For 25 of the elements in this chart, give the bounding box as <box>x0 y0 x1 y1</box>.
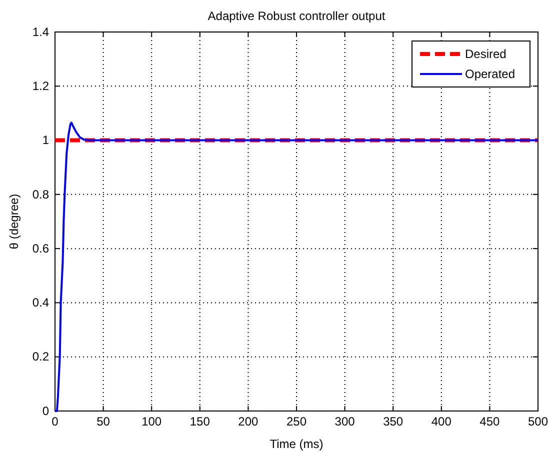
legend-label: Desired <box>465 47 506 61</box>
x-tick-label: 100 <box>142 414 162 429</box>
y-tick-label: 0.2 <box>32 350 50 364</box>
y-tick-label: 0.4 <box>32 296 50 310</box>
x-tick-label: 300 <box>334 414 356 429</box>
y-tick-label: 1.4 <box>32 24 50 39</box>
y-tick-label: 1.2 <box>32 78 50 93</box>
x-tick-label: 350 <box>383 414 404 429</box>
x-tick-label: 50 <box>96 414 110 429</box>
x-tick-label: 150 <box>190 414 210 429</box>
y-tick-label: 0.8 <box>32 187 50 202</box>
y-axis-title: θ (degree) <box>7 194 21 250</box>
y-tick-label: 0 <box>42 404 50 418</box>
y-tick-label: 0.6 <box>32 241 50 256</box>
x-tick-label: 250 <box>286 414 307 429</box>
x-tick-label: 400 <box>431 414 452 429</box>
x-tick-label: 450 <box>480 414 500 429</box>
chart-title: Adaptive Robust controller output <box>208 9 386 23</box>
x-tick-label: 200 <box>238 414 259 429</box>
x-tick-label: 0 <box>52 414 59 429</box>
x-tick-label: 500 <box>528 414 548 429</box>
y-tick-label: 1 <box>42 133 50 148</box>
legend-label: Operated <box>465 67 516 81</box>
x-axis-title: Time (ms) <box>270 437 324 451</box>
line-series <box>54 122 539 412</box>
